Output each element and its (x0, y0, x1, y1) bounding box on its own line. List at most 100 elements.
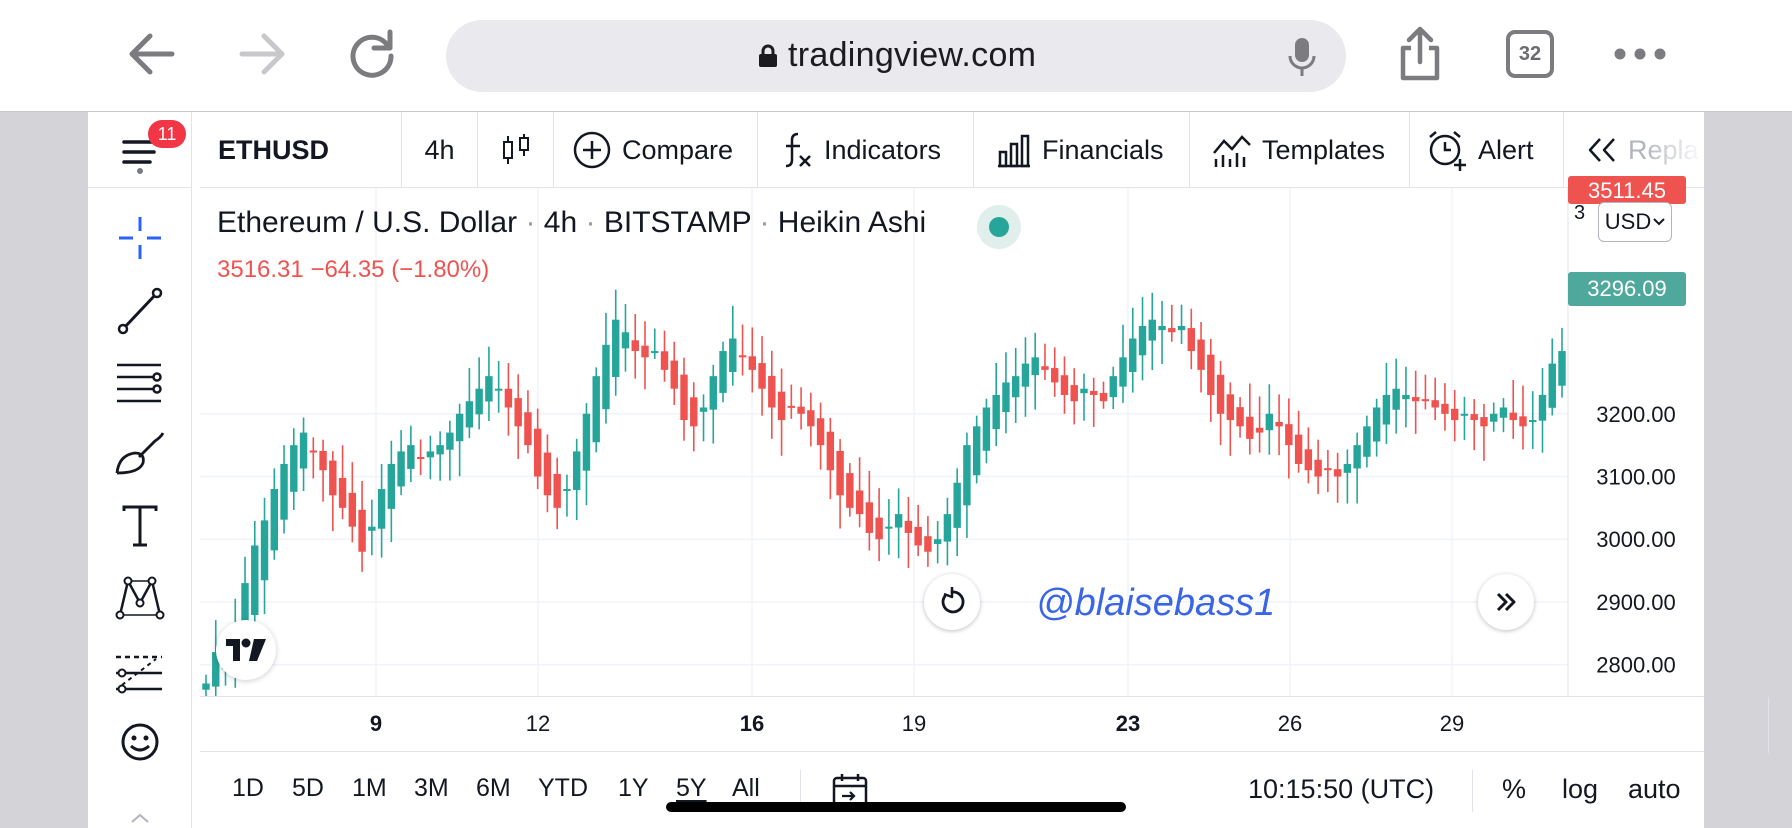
interval-button[interactable]: 4h (402, 112, 478, 187)
candle-bullish (270, 468, 278, 560)
financials-button[interactable]: Financials (974, 112, 1190, 187)
candle-bearish (875, 488, 883, 562)
market-status-indicator[interactable] (977, 205, 1021, 249)
candle-body (641, 345, 649, 358)
candle-bullish (377, 463, 386, 558)
candle-bullish (1392, 358, 1400, 434)
candle-body (543, 452, 552, 496)
candle-body (1490, 413, 1498, 422)
range-5y[interactable]: 5Y (676, 774, 707, 802)
candle-body (416, 457, 425, 460)
candle-bearish (1041, 343, 1049, 380)
indicators-button[interactable]: Indicators (758, 112, 974, 187)
range-5d[interactable]: 5D (292, 774, 324, 802)
drawing-toolbar: 11 (88, 112, 192, 828)
price-chart[interactable]: 3200.00 3100.00 3000.00 2900.00 2800.00 (200, 188, 1704, 696)
legend-chart-style: Heikin Ashi (777, 206, 927, 239)
candle-body (1392, 388, 1400, 410)
range-1y[interactable]: 1Y (618, 774, 649, 802)
templates-button[interactable]: Templates (1190, 112, 1410, 187)
crosshair-tool[interactable] (110, 208, 170, 268)
candle-body (709, 376, 717, 410)
candle-body (485, 376, 493, 402)
chart-header-toolbar: ETHUSD 4h Compare Indicators Financials … (200, 112, 1704, 188)
candle-bearish (1519, 385, 1527, 450)
back-button[interactable] (120, 22, 184, 86)
candle-bullish (563, 474, 571, 517)
fib-retracement-tool[interactable] (110, 352, 170, 412)
candle-bearish (1168, 304, 1176, 342)
emoji-tool[interactable] (110, 712, 170, 772)
candle-body (397, 451, 405, 487)
candle-bullish (475, 357, 483, 430)
more-menu-button[interactable] (1608, 22, 1672, 86)
candle-body (816, 418, 825, 446)
candle-bullish (612, 289, 620, 396)
range-ytd[interactable]: YTD (538, 774, 588, 802)
candle-bearish (1294, 410, 1303, 473)
candle-body (943, 514, 952, 542)
candle-bullish (465, 367, 474, 439)
candle-bullish (1031, 332, 1039, 410)
candle-bullish (1148, 292, 1156, 371)
price-axis[interactable]: 3200.00 3100.00 3000.00 2900.00 2800.00 (1596, 402, 1676, 678)
microphone-icon[interactable] (1288, 36, 1316, 78)
tradingview-logo[interactable] (216, 620, 276, 680)
log-scale-toggle[interactable]: log (1562, 774, 1599, 804)
share-button[interactable] (1388, 22, 1452, 86)
currency-select[interactable]: USD (1598, 202, 1672, 242)
candle-body (582, 413, 591, 471)
candle-bullish (1129, 307, 1137, 393)
candle-body (982, 407, 991, 451)
candle-bullish (582, 403, 591, 506)
candle-body (1333, 469, 1342, 477)
candle-body (212, 652, 220, 687)
chevron-up-icon[interactable] (130, 812, 150, 824)
range-all[interactable]: All (732, 774, 760, 802)
alert-button[interactable]: Alert (1410, 112, 1564, 187)
range-1m[interactable]: 1M (352, 774, 387, 802)
time-label: 16 (739, 711, 765, 736)
candle-body (1216, 374, 1225, 414)
plus-circle-icon (573, 131, 611, 169)
reset-chart-button[interactable] (924, 574, 980, 630)
tabs-button[interactable]: 32 (1506, 30, 1554, 78)
compare-button[interactable]: Compare (554, 112, 758, 187)
candle-bearish (826, 417, 835, 500)
range-6m[interactable]: 6M (476, 774, 511, 802)
candle-bullish (992, 362, 1000, 447)
candle-bullish (1529, 391, 1537, 449)
time-axis[interactable]: 9 12 16 19 23 26 29 (200, 696, 1769, 753)
forward-button[interactable] (230, 22, 294, 86)
forward-arrow-icon (239, 33, 285, 75)
candle-bullish (1021, 337, 1030, 417)
range-1d[interactable]: 1D (232, 774, 264, 802)
candle-body (436, 445, 444, 455)
address-bar[interactable]: tradingview.com (446, 20, 1346, 92)
prediction-tool[interactable] (110, 640, 170, 700)
candle-bearish (358, 480, 366, 572)
brush-tool[interactable] (110, 424, 170, 484)
candle-bullish (407, 425, 415, 483)
pattern-tool[interactable] (110, 568, 170, 628)
candle-body (904, 520, 913, 533)
reload-button[interactable] (340, 22, 404, 86)
percent-scale-toggle[interactable]: % (1502, 774, 1527, 804)
trend-line-tool[interactable] (110, 280, 170, 340)
candle-body (270, 489, 278, 551)
range-3m[interactable]: 3M (414, 774, 449, 802)
candle-body (846, 473, 854, 508)
main-menu-button[interactable]: 11 (88, 112, 192, 188)
text-tool[interactable] (110, 496, 170, 556)
candle-bearish (924, 516, 932, 567)
chart-type-button[interactable] (478, 112, 554, 187)
candle-bullish (1343, 449, 1352, 504)
candle-body (1548, 363, 1556, 408)
utc-clock[interactable]: 10:15:50 (UTC) (1248, 774, 1435, 804)
templates-label: Templates (1262, 134, 1386, 165)
candle-bearish (1070, 368, 1078, 425)
symbol-search-button[interactable]: ETHUSD (200, 112, 402, 187)
auto-scale-toggle[interactable]: auto (1628, 774, 1681, 804)
legend-exchange: BITSTAMP (603, 206, 752, 239)
scroll-to-realtime-button[interactable] (1478, 574, 1534, 630)
